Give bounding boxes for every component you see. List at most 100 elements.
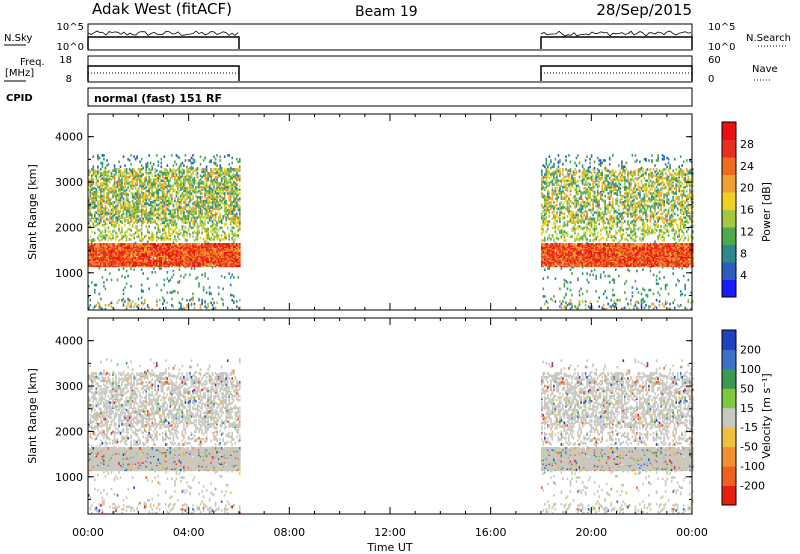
power-cell [152, 238, 155, 241]
power-cell [201, 208, 203, 212]
power-cell [214, 249, 217, 252]
power-cell [134, 218, 137, 222]
power-cell [183, 164, 185, 167]
power-cell [178, 185, 181, 189]
power-cell [162, 221, 164, 224]
power-cell [118, 210, 120, 213]
power-cell [180, 163, 182, 166]
power-cell [211, 243, 214, 246]
power-cell [95, 174, 98, 177]
power-cell [171, 224, 173, 227]
power-cell [196, 276, 199, 279]
power-cell [207, 305, 209, 308]
power-cell [98, 234, 101, 237]
power-cell [196, 182, 199, 185]
power-cell [133, 207, 135, 211]
power-cell [226, 179, 229, 183]
power-cell [184, 238, 187, 241]
power-cell [107, 218, 110, 222]
power-cell [202, 199, 205, 203]
power-cell [127, 197, 129, 200]
power-cell [149, 243, 152, 246]
power-cell [162, 204, 164, 208]
power-cell [116, 193, 119, 197]
power-cell [94, 190, 96, 194]
power-cell [140, 231, 143, 235]
power-cell [148, 154, 150, 157]
power-cell [201, 202, 203, 205]
power-cell [180, 198, 182, 202]
power-cell [207, 211, 209, 214]
power-cell [122, 262, 125, 265]
power-cell [228, 171, 230, 175]
power-cell [190, 161, 193, 165]
power-cell [142, 272, 144, 275]
power-cell [112, 262, 114, 265]
power-cell [178, 197, 181, 200]
power-cell [115, 194, 117, 198]
power-cell [205, 257, 208, 260]
power-cell [110, 243, 113, 246]
power-cell [130, 243, 132, 246]
power-cell [104, 243, 107, 246]
power-cell [217, 292, 220, 296]
power-cell [189, 206, 191, 209]
power-cell [234, 248, 237, 251]
power-cell [208, 238, 211, 241]
power-cell [189, 178, 191, 181]
power-cell [103, 243, 105, 246]
power-cell [172, 241, 175, 245]
power-cell [554, 157, 557, 161]
power-cell [166, 217, 169, 221]
power-cell [225, 199, 227, 203]
power-cell [222, 302, 224, 306]
power-cell [148, 306, 150, 310]
power-cell [89, 243, 92, 246]
power-cell [214, 306, 217, 310]
power-cell [118, 160, 120, 164]
power-cell [226, 188, 229, 191]
power-cell [156, 212, 158, 216]
power-cell [163, 204, 166, 208]
power-cell [133, 184, 135, 188]
power-cell [541, 243, 543, 246]
power-cell [181, 234, 184, 237]
power-cell [162, 192, 164, 195]
power-cell [159, 267, 161, 270]
power-cell [124, 300, 126, 303]
power-cell [559, 250, 561, 254]
power-cell [101, 216, 104, 219]
power-cell [168, 279, 170, 283]
power-cell [133, 155, 135, 158]
power-cell [92, 206, 95, 209]
power-cell [181, 250, 184, 254]
power-cell [214, 203, 217, 207]
power-cell [149, 169, 152, 172]
power-cell [239, 174, 241, 177]
power-cell [544, 194, 546, 198]
power-cell [217, 171, 220, 175]
power-cell [165, 238, 167, 241]
power-cell [169, 215, 172, 218]
power-cell [548, 220, 551, 223]
power-cell [157, 230, 160, 233]
power-cell [548, 182, 551, 185]
power-cell [207, 185, 209, 189]
power-cell [97, 154, 99, 157]
power-cell [88, 243, 90, 246]
power-cell [205, 165, 208, 169]
power-cell [143, 210, 146, 213]
power-cell [177, 244, 179, 247]
power-cell [169, 278, 172, 282]
power-cell [181, 297, 184, 301]
power-cell [137, 168, 140, 171]
power-cell [198, 215, 200, 218]
power-cell [112, 236, 114, 240]
power-cell [98, 229, 101, 232]
power-cell [219, 239, 221, 242]
power-cell [107, 202, 110, 205]
power-cell [154, 168, 156, 171]
power-cell [217, 185, 220, 189]
power-cell [145, 208, 147, 212]
power-cell [148, 180, 150, 184]
